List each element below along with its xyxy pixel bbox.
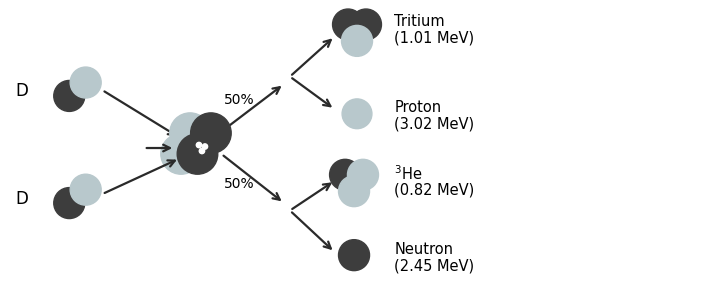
Circle shape [54, 80, 85, 112]
Text: D: D [15, 190, 28, 208]
Circle shape [170, 113, 210, 153]
Circle shape [330, 159, 361, 190]
Circle shape [338, 240, 369, 271]
Circle shape [54, 187, 85, 219]
Text: (2.45 MeV): (2.45 MeV) [394, 258, 475, 273]
Text: Tritium: Tritium [394, 14, 445, 29]
Text: (1.01 MeV): (1.01 MeV) [394, 30, 475, 45]
Text: (0.82 MeV): (0.82 MeV) [394, 182, 475, 197]
Text: 50%: 50% [224, 177, 255, 191]
Circle shape [199, 148, 204, 154]
Circle shape [191, 113, 231, 153]
Circle shape [202, 144, 208, 149]
Text: $^{3}$He: $^{3}$He [394, 164, 422, 183]
Text: D: D [15, 83, 28, 100]
Text: (3.02 MeV): (3.02 MeV) [394, 117, 475, 132]
Text: Proton: Proton [394, 100, 442, 115]
Circle shape [341, 25, 373, 56]
Circle shape [177, 134, 218, 174]
Circle shape [70, 174, 101, 205]
Circle shape [351, 9, 381, 40]
Circle shape [161, 134, 201, 174]
Circle shape [338, 176, 369, 207]
Circle shape [333, 9, 364, 40]
Text: 50%: 50% [224, 93, 255, 107]
Circle shape [70, 67, 101, 98]
Circle shape [342, 99, 372, 129]
Circle shape [196, 142, 201, 148]
Circle shape [348, 159, 379, 190]
Text: Neutron: Neutron [394, 242, 453, 257]
